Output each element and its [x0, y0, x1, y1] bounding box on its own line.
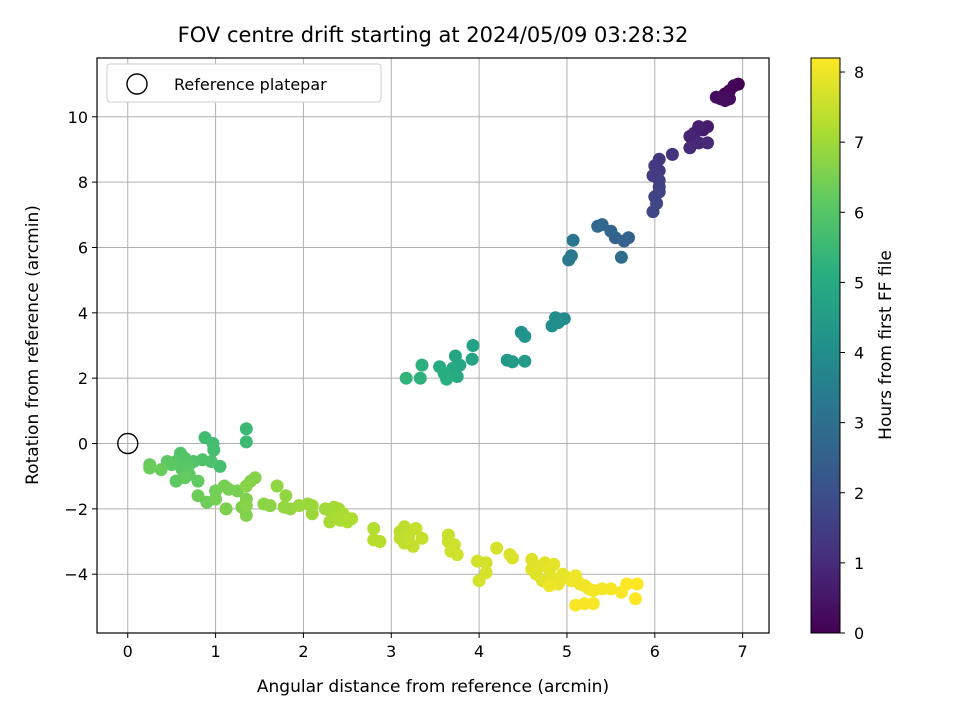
- y-tick-label: 6: [78, 238, 88, 257]
- x-tick-label: 5: [562, 642, 572, 661]
- data-point: [629, 592, 642, 606]
- x-tick-label: 4: [474, 642, 484, 661]
- data-point: [479, 556, 493, 570]
- data-point: [143, 461, 157, 475]
- data-point: [566, 233, 580, 247]
- data-point: [614, 250, 628, 264]
- data-point: [646, 205, 660, 219]
- colorbar-tick-label: 6: [854, 203, 864, 222]
- x-tick-label: 0: [123, 642, 133, 661]
- data-point: [207, 443, 221, 457]
- data-point: [239, 499, 253, 513]
- colorbar-tick-label: 8: [854, 63, 864, 82]
- x-tick-label: 3: [386, 642, 396, 661]
- data-point: [191, 474, 205, 488]
- data-point: [239, 479, 253, 493]
- reference-platepar-marker: [117, 432, 139, 455]
- legend-entry: Reference platepar: [174, 75, 327, 94]
- colorbar-ticks: 0 1 2 3 4 5 6 7 8: [840, 63, 864, 643]
- data-point: [604, 582, 618, 596]
- legend-box: [106, 63, 382, 103]
- data-point: [630, 577, 644, 591]
- x-tick-label: 1: [210, 642, 220, 661]
- data-point: [219, 502, 233, 516]
- data-point: [506, 551, 519, 565]
- data-point: [239, 422, 253, 436]
- data-point: [415, 358, 429, 372]
- legend: Reference platepar: [106, 63, 382, 103]
- colorbar-tick-label: 1: [854, 554, 864, 573]
- grid-lines: [97, 58, 769, 633]
- data-point: [542, 579, 556, 593]
- data-point: [545, 319, 559, 333]
- data-point: [209, 492, 223, 506]
- y-tick-label: −4: [64, 565, 88, 584]
- data-point: [239, 508, 253, 522]
- colorbar-tick-label: 4: [854, 344, 864, 363]
- x-tick-label: 7: [738, 642, 748, 661]
- y-axis-ticks: −4 −2 0 2 4 6 8 10: [64, 108, 97, 584]
- data-point: [367, 522, 381, 535]
- y-tick-label: 4: [78, 304, 88, 323]
- data-point: [701, 136, 714, 150]
- data-point: [270, 479, 284, 493]
- x-axis-label: Angular distance from reference (arcmin): [257, 677, 609, 697]
- data-point: [562, 253, 576, 267]
- plot-frame: [96, 57, 770, 634]
- data-point: [490, 541, 504, 555]
- data-point: [518, 354, 532, 368]
- colorbar-tick-label: 5: [854, 273, 864, 292]
- y-tick-label: 10: [68, 108, 88, 127]
- colorbar-tick-label: 3: [854, 414, 864, 433]
- data-point: [305, 507, 319, 521]
- data-point: [248, 471, 262, 485]
- colorbar-label: Hours from first FF file: [876, 250, 896, 440]
- colorbar-tick-label: 0: [854, 624, 864, 643]
- data-point: [665, 147, 679, 161]
- data-point: [415, 531, 429, 545]
- data-point: [178, 471, 192, 485]
- data-point: [373, 535, 387, 548]
- colorbar-tick-label: 7: [854, 133, 864, 152]
- y-tick-label: 8: [78, 173, 88, 192]
- data-point: [466, 339, 480, 352]
- data-point: [406, 539, 420, 553]
- data-point: [239, 435, 253, 449]
- data-point: [591, 219, 605, 233]
- data-point: [154, 463, 168, 477]
- x-tick-label: 2: [298, 642, 308, 661]
- data-point: [450, 370, 464, 383]
- y-tick-label: 0: [78, 435, 88, 454]
- data-point: [399, 371, 413, 385]
- y-tick-label: −2: [64, 500, 88, 519]
- chart-title: FOV centre drift starting at 2024/05/09 …: [178, 23, 689, 47]
- data-point: [472, 574, 486, 588]
- x-tick-label: 6: [650, 642, 660, 661]
- colorbar-tick-label: 2: [854, 484, 864, 503]
- x-axis-ticks: 0 1 2 3 4 5 6 7: [123, 633, 748, 661]
- data-point: [444, 544, 458, 558]
- data-point: [409, 522, 423, 535]
- data-point: [440, 372, 454, 386]
- data-point: [279, 489, 293, 503]
- data-point: [465, 352, 479, 366]
- legend-marker-icon: [126, 73, 148, 95]
- y-tick-label: 2: [78, 369, 88, 388]
- data-points: [117, 77, 745, 612]
- data-point: [620, 577, 634, 591]
- data-point: [263, 499, 277, 513]
- y-axis-label: Rotation from reference (arcmin): [23, 205, 43, 485]
- data-point: [683, 141, 697, 155]
- data-point: [345, 512, 359, 526]
- data-point: [586, 597, 600, 611]
- data-point: [506, 355, 519, 369]
- colorbar-gradient: [810, 57, 841, 634]
- data-point: [718, 94, 732, 107]
- data-point: [413, 371, 427, 385]
- data-point: [518, 329, 532, 343]
- data-point: [547, 557, 561, 571]
- colorbar: 0 1 2 3 4 5 6 7 8 Hours from first FF file: [810, 57, 896, 643]
